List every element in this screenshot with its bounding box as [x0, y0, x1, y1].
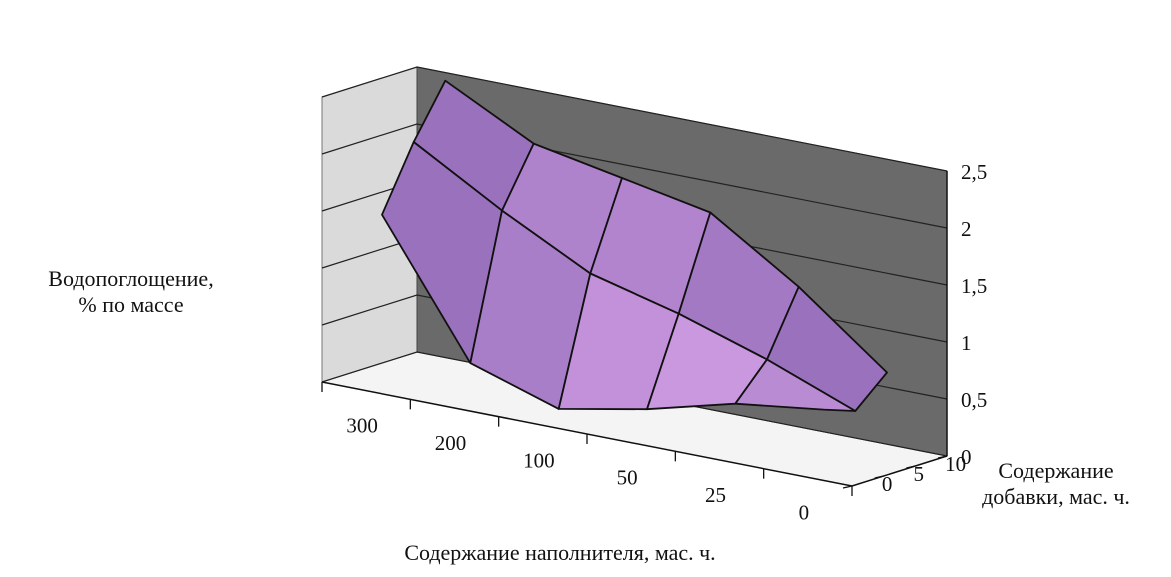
x-tick-label: 200: [435, 431, 467, 455]
y-tick-label: 1,5: [961, 274, 987, 298]
x-tick-label: 300: [346, 414, 378, 438]
y-tick-label: 0: [961, 445, 972, 469]
z-axis-title: Содержание добавки, мас. ч.: [940, 458, 1171, 510]
gridline: [321, 123, 948, 229]
y-tick-label: 1: [961, 331, 972, 355]
z-tick-mark: [874, 475, 884, 479]
chart-axes: [321, 171, 948, 496]
z-tick-mark: [842, 485, 853, 489]
y-tick-label: 2,5: [961, 160, 987, 184]
gridline: [321, 351, 948, 457]
z-tick-label: 5: [914, 462, 925, 486]
z-tick-label: 0: [882, 472, 893, 496]
y-axis-title-line-1: Водопоглощение,: [48, 266, 214, 291]
z-axis-title-line-1: Содержание: [998, 458, 1114, 483]
x-axis-title: Содержание наполнителя, мас. ч.: [404, 540, 716, 565]
y-tick-label: 2: [961, 217, 972, 241]
z-axis-line: [851, 455, 948, 487]
z-axis-title-line-2: добавки, мас. ч.: [982, 484, 1130, 509]
x-tick-label: 25: [705, 483, 726, 507]
z-tick-mark: [937, 455, 948, 459]
y-axis-title: Водопоглощение, % по массе: [0, 266, 262, 318]
x-tick-label: 50: [617, 466, 638, 490]
x-tick-label: 100: [523, 448, 555, 472]
gridline: [321, 66, 948, 172]
chart-surface: [381, 79, 888, 412]
surface-patch: [734, 358, 857, 412]
z-tick-mark: [906, 465, 916, 469]
y-tick-label: 0,5: [961, 388, 987, 412]
y-axis-title-line-2: % по массе: [78, 292, 184, 317]
x-tick-label: 0: [799, 500, 810, 524]
z-tick-label: 10: [945, 452, 966, 476]
